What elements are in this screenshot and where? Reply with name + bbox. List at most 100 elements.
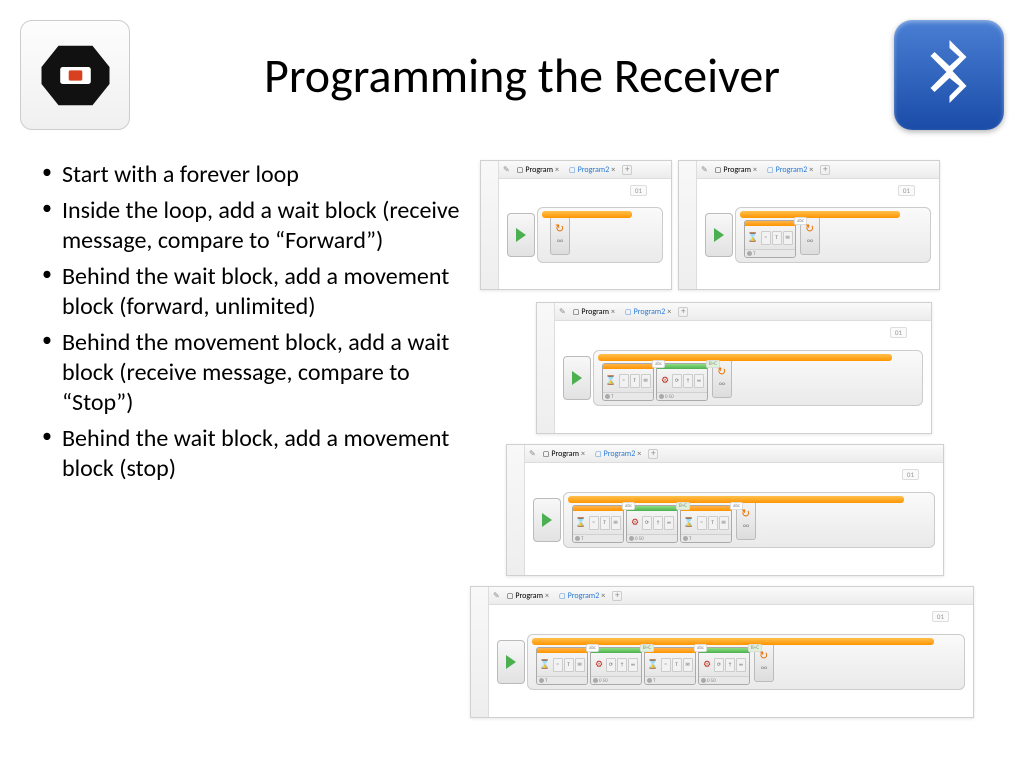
tab-program[interactable]: ▢Program× — [514, 165, 562, 175]
infinity-icon: ∞ — [807, 236, 814, 246]
editor-tabs: ✎ ▢Program× ▢Program2× + — [555, 303, 931, 321]
loop-number-label: 01 — [890, 327, 907, 338]
start-block[interactable] — [705, 213, 733, 257]
wait-block[interactable]: ⌛ =T✉ T — [536, 647, 588, 685]
forever-loop-block[interactable]: abcB+CabcB+C ⌛ =T✉ T ⚙ ⟳↑∞ 050 ⌛ =T✉ T — [527, 634, 965, 690]
add-tab-button[interactable]: + — [612, 591, 622, 601]
pin-icon: ✎ — [503, 165, 510, 175]
motor-icon: ⚙ — [660, 374, 670, 388]
editor-sidebar — [481, 161, 499, 289]
program-screenshot: ✎ ▢Program× ▢Program2× + 01 abc ⌛ =T✉ T — [678, 160, 940, 290]
infinity-icon: ∞ — [743, 521, 750, 531]
program-screenshot: ✎ ▢Program× ▢Program2× + 01 abcB+CabcB+C… — [470, 586, 974, 718]
block-head-label: abc — [652, 360, 665, 368]
bluetooth-icon — [894, 20, 1004, 130]
block-head-label: abc — [622, 502, 635, 510]
close-icon[interactable]: × — [601, 591, 605, 601]
start-block[interactable] — [533, 498, 561, 542]
close-icon[interactable]: × — [667, 307, 671, 317]
editor-sidebar — [679, 161, 697, 289]
play-icon — [572, 371, 582, 385]
forever-loop-block[interactable]: ↻ ∞ — [537, 207, 663, 263]
close-icon[interactable]: × — [581, 449, 585, 459]
bullet-item: Behind the movement block, add a wait bl… — [20, 328, 470, 418]
hourglass-icon: ⌛ — [747, 231, 758, 245]
bullet-item: Start with a forever loop — [20, 160, 470, 190]
forever-loop-block[interactable]: abc B+C abc ⌛ =T✉ T ⚙ ⟳↑∞ 050 ⌛ =T✉ T — [563, 492, 935, 548]
start-block[interactable] — [563, 356, 591, 400]
tab-program2[interactable]: ▢Program2× — [566, 165, 618, 175]
play-icon — [714, 228, 724, 242]
pin-icon: ✎ — [559, 307, 566, 317]
block-head-label: abc — [694, 644, 707, 652]
wait-block[interactable]: ⌛ =T✉ T — [644, 647, 696, 685]
block-head-label: abc — [794, 217, 807, 225]
program-canvas: 01 ↻ ∞ — [499, 179, 671, 289]
block-head-label: B+C — [706, 360, 720, 368]
wait-block[interactable]: ⌛ =T✉ T — [744, 220, 796, 258]
close-icon[interactable]: × — [753, 165, 757, 175]
move-block[interactable]: ⚙ ⟳↑∞ 050 — [626, 505, 678, 543]
block-head-label: B+C — [676, 502, 690, 510]
start-block[interactable] — [497, 640, 525, 684]
tab-program2[interactable]: ▢Program2× — [592, 449, 644, 459]
program-screenshot: ✎ ▢Program× ▢Program2× + 01 abc B+C abc ⌛ … — [506, 444, 944, 576]
add-tab-button[interactable]: + — [622, 165, 632, 175]
wait-block[interactable]: ⌛ =T✉ T — [572, 505, 624, 543]
tab-program2[interactable]: ▢Program2× — [764, 165, 816, 175]
loop-number-label: 01 — [902, 469, 919, 480]
program-screenshot: ✎ ▢Program× ▢Program2× + 01 ↻ ∞ — [480, 160, 672, 290]
start-block[interactable] — [507, 213, 535, 257]
close-icon[interactable]: × — [809, 165, 813, 175]
close-icon[interactable]: × — [611, 165, 615, 175]
forever-loop-block[interactable]: abc ⌛ =T✉ T ↻ ∞ — [735, 207, 931, 263]
tab-program[interactable]: ▢Program× — [712, 165, 760, 175]
tab-program[interactable]: ▢Program× — [504, 591, 552, 601]
program-canvas: 01 abc B+C ⌛ =T✉ T ⚙ ⟳↑∞ 050 — [555, 321, 931, 433]
move-block[interactable]: ⚙ ⟳↑∞ 050 — [698, 647, 750, 685]
tab-program2[interactable]: ▢Program2× — [556, 591, 608, 601]
loop-arrow-icon: ↻ — [741, 509, 751, 519]
close-icon[interactable]: × — [545, 591, 549, 601]
editor-tabs: ✎ ▢Program× ▢Program2× + — [489, 587, 973, 605]
add-tab-button[interactable]: + — [678, 307, 688, 317]
block-head-label: abc — [730, 502, 743, 510]
tab-program[interactable]: ▢Program× — [540, 449, 588, 459]
close-icon[interactable]: × — [555, 165, 559, 175]
close-icon[interactable]: × — [611, 307, 615, 317]
block-head-label: B+C — [748, 644, 762, 652]
move-block[interactable]: ⚙ ⟳↑∞ 050 — [656, 363, 708, 401]
editor-sidebar — [537, 303, 555, 433]
infinity-icon: ∞ — [557, 236, 564, 246]
brick-logo-icon — [20, 20, 130, 130]
hourglass-icon: ⌛ — [539, 658, 550, 672]
pin-icon: ✎ — [529, 449, 536, 459]
wait-block[interactable]: ⌛ =T✉ T — [602, 363, 654, 401]
editor-sidebar — [471, 587, 489, 717]
move-block[interactable]: ⚙ ⟳↑∞ 050 — [590, 647, 642, 685]
motor-icon: ⚙ — [594, 658, 604, 672]
infinity-icon: ∞ — [761, 663, 768, 673]
loop-arrow-icon: ↻ — [555, 224, 565, 234]
screenshots-panel: ✎ ▢Program× ▢Program2× + 01 ↻ ∞ — [480, 160, 1004, 490]
slide-content: Start with a forever loop Inside the loo… — [0, 150, 1024, 490]
hourglass-icon: ⌛ — [683, 516, 694, 530]
close-icon[interactable]: × — [637, 449, 641, 459]
hourglass-icon: ⌛ — [605, 374, 616, 388]
forever-loop-block[interactable]: abcB+C ⌛ =T✉ T ⚙ ⟳↑∞ 050 ↻ ∞ — [593, 350, 923, 406]
add-tab-button[interactable]: + — [648, 449, 658, 459]
wait-block[interactable]: ⌛ =T✉ T — [680, 505, 732, 543]
loop-end-block: ↻ ∞ — [550, 215, 570, 255]
block-head-label: abc — [586, 644, 599, 652]
infinity-icon: ∞ — [719, 379, 726, 389]
slide-header: Programming the Receiver — [0, 0, 1024, 150]
tab-program2[interactable]: ▢Program2× — [622, 307, 674, 317]
bullet-list: Start with a forever loop Inside the loo… — [20, 160, 480, 490]
pin-icon: ✎ — [701, 165, 708, 175]
loop-number-label: 01 — [630, 185, 647, 196]
loop-arrow-icon: ↻ — [759, 651, 769, 661]
program-screenshot: ✎ ▢Program× ▢Program2× + 01 abc B+C ⌛ =T✉… — [536, 302, 932, 434]
add-tab-button[interactable]: + — [820, 165, 830, 175]
play-icon — [506, 655, 516, 669]
tab-program[interactable]: ▢Program× — [570, 307, 618, 317]
